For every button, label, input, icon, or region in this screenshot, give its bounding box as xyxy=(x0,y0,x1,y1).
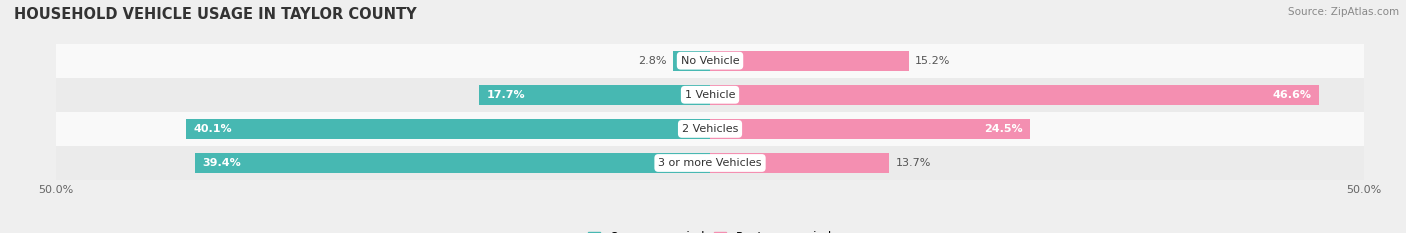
Text: 2.8%: 2.8% xyxy=(638,56,666,66)
Text: No Vehicle: No Vehicle xyxy=(681,56,740,66)
Bar xyxy=(710,153,889,173)
Bar xyxy=(56,112,1364,146)
Bar xyxy=(56,146,1364,180)
Bar xyxy=(186,119,710,139)
Text: 15.2%: 15.2% xyxy=(915,56,950,66)
Text: 39.4%: 39.4% xyxy=(202,158,242,168)
Bar xyxy=(56,78,1364,112)
Text: 13.7%: 13.7% xyxy=(896,158,931,168)
Bar xyxy=(195,153,710,173)
Bar xyxy=(56,44,1364,78)
Text: 1 Vehicle: 1 Vehicle xyxy=(685,90,735,100)
Legend: Owner-occupied, Renter-occupied: Owner-occupied, Renter-occupied xyxy=(583,226,837,233)
Text: Source: ZipAtlas.com: Source: ZipAtlas.com xyxy=(1288,7,1399,17)
Bar xyxy=(710,85,1319,105)
Text: 46.6%: 46.6% xyxy=(1272,90,1312,100)
Text: 24.5%: 24.5% xyxy=(984,124,1022,134)
Bar xyxy=(710,119,1031,139)
Text: 17.7%: 17.7% xyxy=(486,90,524,100)
Bar xyxy=(710,51,908,71)
Text: 3 or more Vehicles: 3 or more Vehicles xyxy=(658,158,762,168)
Text: 2 Vehicles: 2 Vehicles xyxy=(682,124,738,134)
Text: HOUSEHOLD VEHICLE USAGE IN TAYLOR COUNTY: HOUSEHOLD VEHICLE USAGE IN TAYLOR COUNTY xyxy=(14,7,416,22)
Bar xyxy=(478,85,710,105)
Text: 40.1%: 40.1% xyxy=(194,124,232,134)
Bar xyxy=(673,51,710,71)
